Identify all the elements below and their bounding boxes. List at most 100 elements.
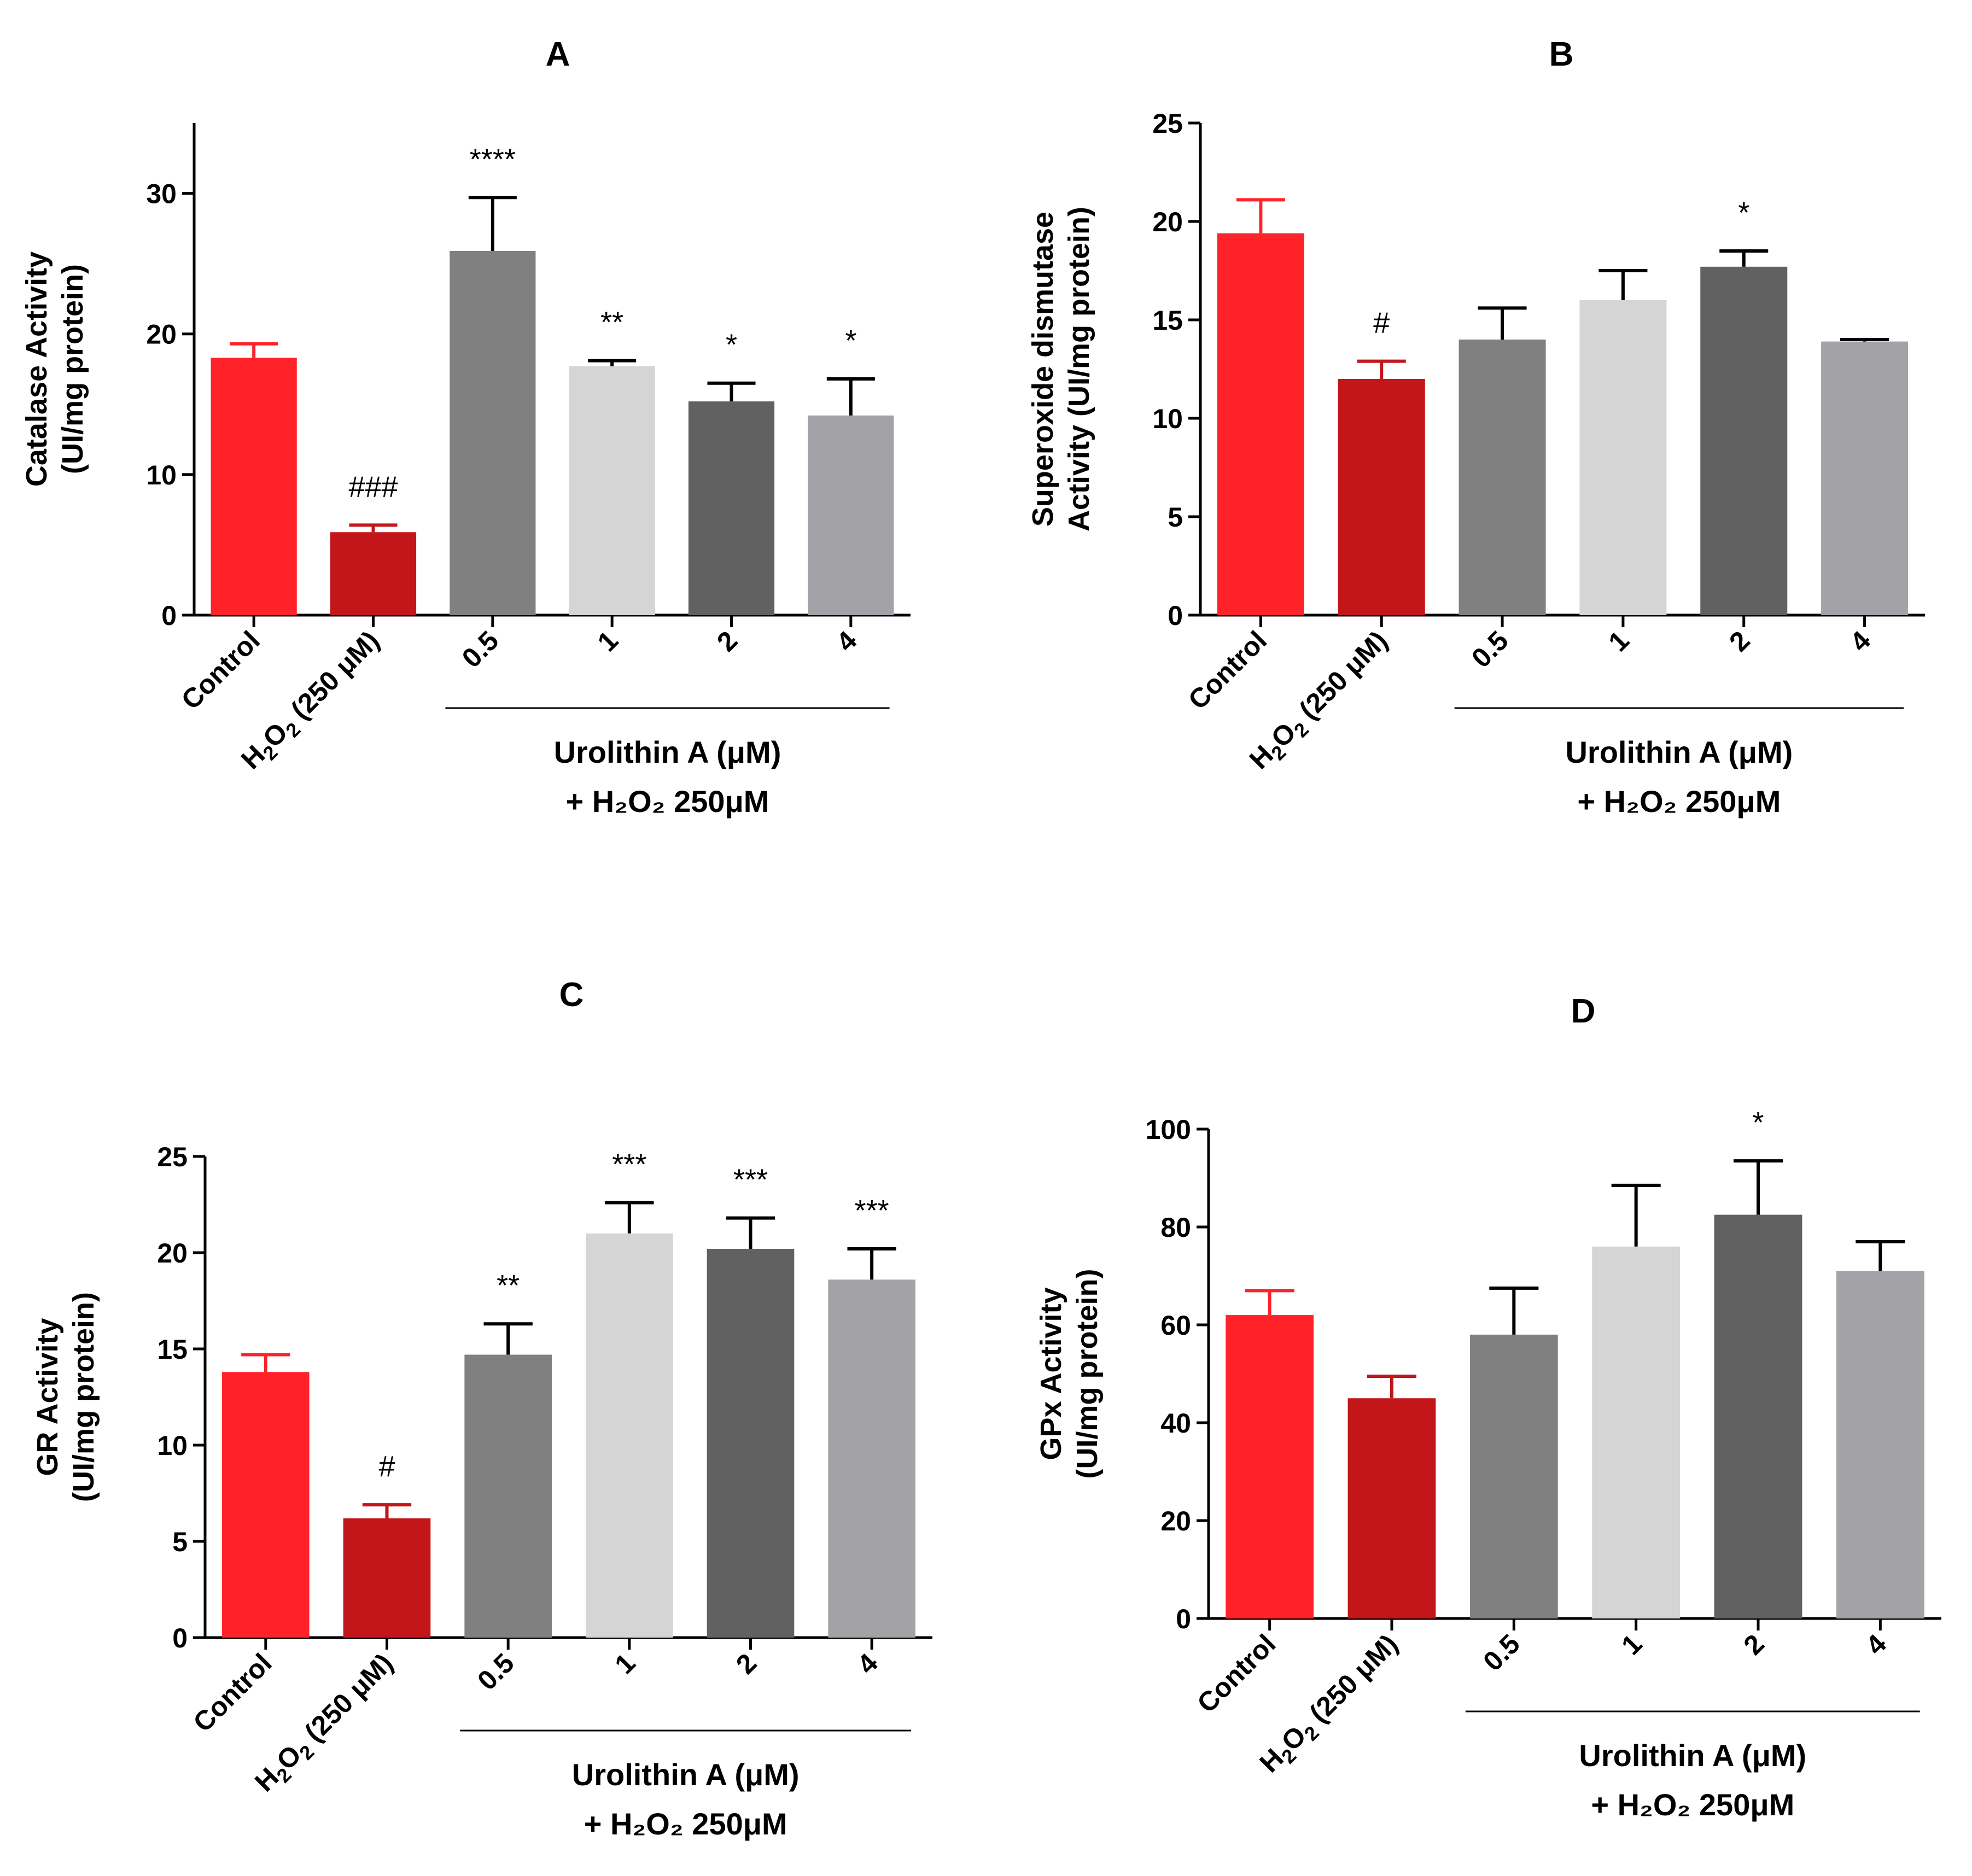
chart-panel-A: A 0 10 20 30 Catalase Activity (UI/mg protein)…	[20, 36, 911, 819]
group-label-line-1: Urolithin A (μM)	[1565, 735, 1793, 769]
y-tick-label: 15	[1152, 305, 1183, 336]
y-tick-label: 0	[172, 1623, 188, 1653]
bar-5	[1836, 1271, 1924, 1618]
y-tick-label: 60	[1160, 1310, 1191, 1341]
y-tick-label: 25	[157, 1142, 188, 1172]
x-tick-label-2: 0.5	[1477, 1628, 1526, 1677]
significance-label-3: **	[600, 306, 623, 339]
significance-label-4: *	[1752, 1106, 1764, 1139]
significance-label-3: ***	[612, 1148, 646, 1180]
x-tick-text: 4	[1844, 625, 1876, 657]
x-tick-label-3: 1	[1602, 625, 1635, 657]
group-label-line-2: + H₂O₂ 250μM	[1577, 784, 1781, 819]
bar-2	[1469, 1334, 1558, 1618]
chart-panel-B: B 0 5 10 15 20 25 Superoxide dismutase Activity …	[1026, 36, 1925, 819]
y-tick-label: 25	[1152, 108, 1183, 139]
y-tick-label: 20	[1160, 1506, 1191, 1536]
y-axis-label-line-0: Catalase Activity	[20, 252, 53, 487]
y-tick-label: 15	[157, 1334, 188, 1365]
chart-panel-C: C 0 5 10 15 20 25 GR Activity (UI/mg protein) Con…	[31, 976, 932, 1841]
x-tick-label-5: 4	[1860, 1628, 1892, 1661]
x-tick-label-3: 1	[592, 625, 624, 657]
bar-3	[569, 366, 655, 615]
y-tick-label: 10	[146, 460, 177, 490]
x-tick-text: 0.5	[1477, 1628, 1526, 1677]
y-axis-label-line-1: Activity (UI/mg protein)	[1063, 207, 1095, 531]
bar-4	[1700, 266, 1788, 615]
bar-2	[1458, 340, 1546, 615]
bar-5	[828, 1279, 915, 1638]
chart-title: C	[559, 976, 584, 1014]
y-tick-label: 0	[1168, 600, 1183, 631]
y-tick-label: 10	[1152, 404, 1183, 434]
y-tick-label: 30	[146, 179, 177, 209]
y-tick-label: 0	[1176, 1604, 1191, 1634]
x-tick-text: 2	[1738, 1628, 1770, 1661]
bar-4	[707, 1248, 795, 1638]
significance-label-2: **	[497, 1269, 520, 1302]
y-axis-label-line-0: GPx Activity	[1035, 1287, 1067, 1460]
y-axis-label-line-1: (UI/mg protein)	[56, 264, 89, 474]
group-label-line-2: + H₂O₂ 250μM	[1591, 1787, 1794, 1822]
y-axis-label-line-0: GR Activity	[31, 1318, 64, 1476]
significance-label-1: #	[378, 1450, 395, 1483]
x-tick-label-2: 0.5	[471, 1647, 520, 1696]
significance-label-2: ****	[470, 143, 516, 176]
bar-2	[450, 251, 536, 615]
y-tick-label: 0	[161, 600, 177, 631]
x-tick-label-4: 2	[1738, 1628, 1770, 1661]
x-tick-text: 0.5	[1466, 625, 1514, 674]
bar-0	[1226, 1315, 1314, 1618]
y-tick-label: 100	[1146, 1114, 1191, 1145]
x-tick-text: 1	[592, 625, 624, 657]
significance-label-1: ###	[348, 470, 398, 503]
significance-label-4: *	[1738, 196, 1749, 229]
bar-1	[330, 532, 417, 615]
y-axis-label: Superoxide dismutase Activity (UI/mg prot…	[1026, 207, 1095, 531]
x-tick-text: 1	[1602, 625, 1635, 657]
x-tick-tspan: (250 μM)	[293, 1647, 399, 1753]
y-tick-label: 40	[1160, 1408, 1191, 1439]
x-tick-label-0: Control	[1191, 1628, 1281, 1719]
x-tick-label-0: Control	[1182, 625, 1273, 715]
x-tick-label-4: 2	[730, 1647, 762, 1680]
y-tick-label: 20	[146, 319, 177, 350]
x-tick-label-2: 0.5	[456, 625, 505, 674]
group-label-line-1: Urolithin A (μM)	[1579, 1738, 1806, 1773]
x-tick-text: 4	[851, 1647, 884, 1680]
significance-label-5: ***	[855, 1194, 889, 1227]
x-tick-label-5: 4	[1844, 625, 1876, 657]
bar-1	[1347, 1398, 1436, 1618]
bar-4	[688, 401, 775, 615]
group-label-line-2: + H₂O₂ 250μM	[584, 1807, 787, 1841]
bar-5	[808, 415, 894, 615]
x-tick-text: Control	[187, 1647, 277, 1738]
bar-3	[586, 1233, 673, 1638]
y-axis-label-line-1: (UI/mg protein)	[1071, 1269, 1104, 1479]
x-tick-label-4: 2	[1723, 625, 1755, 657]
significance-label-4: *	[726, 329, 737, 361]
bar-5	[1821, 341, 1909, 615]
x-tick-text: 4	[1860, 1628, 1892, 1661]
y-axis-label-line-1: (UI/mg protein)	[67, 1292, 100, 1502]
x-tick-tspan: (250 μM)	[1288, 625, 1393, 730]
chart-title: B	[1549, 36, 1574, 73]
x-tick-text: 4	[830, 625, 862, 657]
x-tick-label-2: 0.5	[1466, 625, 1514, 674]
y-tick-label: 5	[172, 1527, 188, 1557]
significance-label-5: *	[845, 324, 856, 357]
x-tick-tspan: (250 μM)	[1298, 1628, 1404, 1734]
significance-label-1: #	[1373, 307, 1390, 340]
x-tick-text: 2	[1723, 625, 1755, 657]
x-tick-label-0: Control	[176, 625, 266, 715]
y-axis-label: GR Activity (UI/mg protein)	[31, 1292, 100, 1502]
x-tick-text: 0.5	[456, 625, 505, 674]
bar-0	[211, 358, 297, 615]
y-axis-label-line-0: Superoxide dismutase	[1026, 212, 1059, 527]
x-tick-text: 0.5	[471, 1647, 520, 1696]
x-tick-label-0: Control	[187, 1647, 277, 1738]
x-tick-label-4: 2	[711, 625, 743, 657]
group-label-line-1: Urolithin A (μM)	[554, 735, 781, 769]
y-tick-label: 5	[1168, 502, 1183, 533]
bar-1	[343, 1518, 431, 1638]
